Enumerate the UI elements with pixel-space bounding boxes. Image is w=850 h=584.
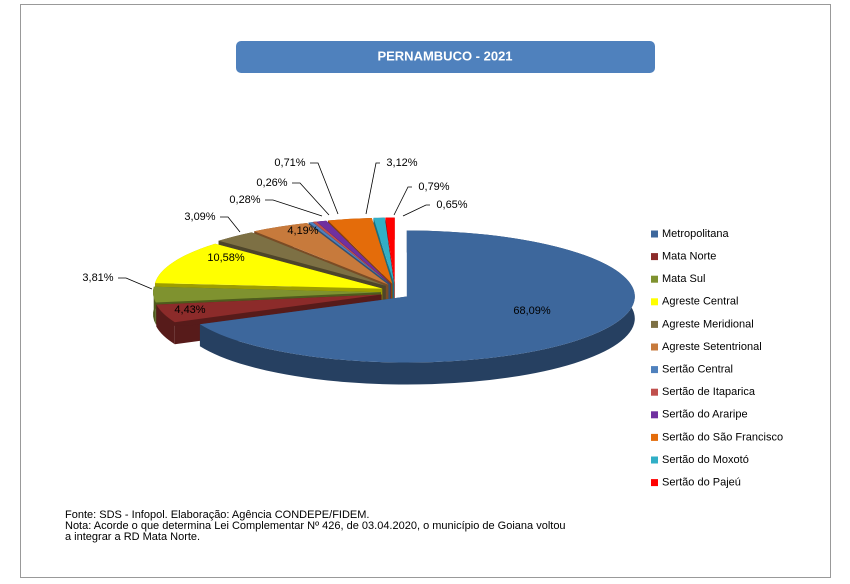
slice: [199, 230, 635, 363]
leader-line: [365, 162, 380, 215]
data-label: 0,28%: [229, 194, 260, 206]
chart-title: PERNAMBUCO - 2021: [377, 48, 512, 63]
data-label: 3,12%: [386, 157, 417, 169]
slice: [218, 232, 386, 286]
legend-swatch: [651, 411, 658, 419]
slice: [156, 294, 382, 323]
legend-swatch: [651, 479, 658, 487]
data-label: 0,71%: [274, 157, 305, 169]
legend-label: Metropolitana: [662, 228, 730, 240]
slice: [327, 218, 393, 284]
leader-line: [292, 182, 330, 216]
legend-swatch: [651, 298, 658, 306]
note: Nota: Acorde o que determina Lei Complem…: [65, 520, 566, 532]
data-label: 0,79%: [418, 181, 449, 193]
legend-label: Sertão do Araripe: [662, 409, 748, 421]
leader-line: [118, 277, 153, 290]
legend-swatch: [651, 456, 658, 464]
slice: [316, 220, 391, 284]
slice: [373, 217, 395, 284]
note: Fonte: SDS - Infopol. Elaboração: Agênci…: [65, 509, 369, 521]
slice: [308, 222, 391, 285]
data-label: 4,19%: [287, 225, 318, 237]
slice: [154, 243, 383, 289]
leader-line: [402, 204, 430, 217]
data-label: 3,09%: [184, 211, 215, 223]
data-label: 0,65%: [436, 199, 467, 211]
title-box: [236, 41, 655, 73]
legend-swatch: [651, 366, 658, 374]
legend-label: Sertão Central: [662, 364, 733, 376]
legend-label: Sertão do Moxotó: [662, 454, 749, 466]
data-label: 0,26%: [256, 177, 287, 189]
leader-line: [310, 162, 339, 215]
data-label: 10,58%: [207, 252, 245, 264]
legend-label: Agreste Central: [662, 296, 738, 308]
leader-line: [393, 186, 412, 216]
legend-swatch: [651, 388, 658, 396]
legend-swatch: [651, 275, 658, 283]
data-label: 3,81%: [82, 272, 113, 284]
slice: [153, 286, 382, 303]
legend-label: Sertão do São Francisco: [662, 431, 783, 443]
legend-label: Agreste Meridional: [662, 318, 754, 330]
slice: [254, 222, 389, 285]
slice: [312, 221, 391, 285]
legend-label: Sertão de Itaparica: [662, 386, 756, 398]
legend-swatch: [651, 320, 658, 328]
legend-label: Agreste Setentrional: [662, 341, 762, 353]
leader-line: [220, 216, 241, 233]
legend-swatch: [651, 253, 658, 261]
slice-wall: [156, 304, 175, 345]
note: a integrar a RD Mata Norte.: [65, 531, 200, 543]
data-label: 4,43%: [174, 304, 205, 316]
legend-swatch: [651, 343, 658, 351]
data-label: 68,09%: [513, 305, 551, 317]
leader-line: [265, 199, 323, 217]
legend-label: Mata Norte: [662, 251, 716, 263]
legend-swatch: [651, 230, 658, 238]
slice: [385, 217, 395, 284]
legend-label: Sertão do Pajeú: [662, 477, 741, 489]
legend-swatch: [651, 433, 658, 441]
legend-label: Mata Sul: [662, 273, 705, 285]
